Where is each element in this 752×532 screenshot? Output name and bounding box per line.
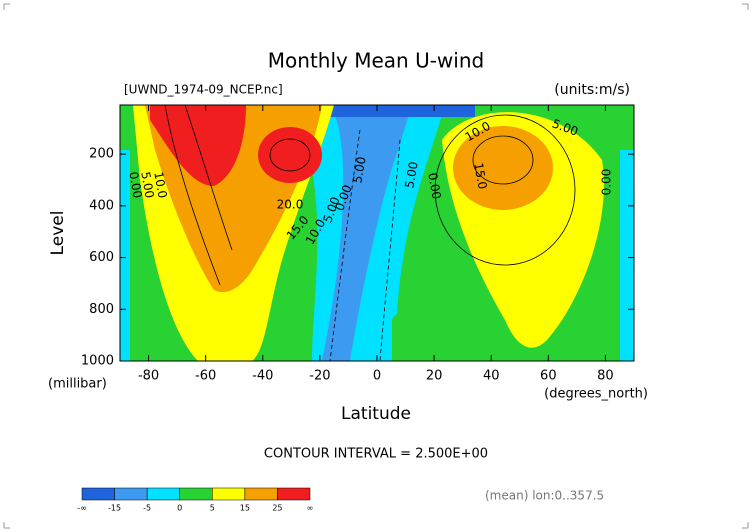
x-tick-label: 0 [373, 369, 381, 384]
colorbar-swatch [179, 487, 213, 501]
footnote: (mean) lon:0..357.5 [485, 489, 604, 503]
colorbar-label: 15 [240, 504, 250, 513]
contour-interval: CONTOUR INTERVAL = 2.500E+00 [264, 447, 488, 462]
x-tick-label: 60 [540, 369, 557, 384]
colorbar-label: -∞ [77, 504, 87, 513]
colorbar-label: 5 [210, 504, 215, 513]
x-tick-label: 40 [483, 369, 500, 384]
contour-label: 0.00 [425, 172, 443, 201]
chart-title: Monthly Mean U-wind [268, 49, 484, 73]
colorbar-swatch [277, 487, 311, 501]
contour-label: 10.0 [151, 171, 169, 200]
colorbar-label: -15 [108, 504, 121, 513]
y-tick-label: 800 [89, 302, 114, 317]
contour-label: 5.00 [350, 156, 368, 185]
colorbar-swatch [81, 487, 115, 501]
y-tick-label: 1000 [81, 354, 114, 369]
subtitle: [UWND_1974-09_NCEP.nc] [124, 83, 283, 97]
x-tick-label: -20 [309, 369, 330, 384]
x-tick-label: 80 [597, 369, 614, 384]
colorbar-label: -5 [143, 504, 151, 513]
contour-label: 5.00 [402, 161, 420, 190]
y-axis-label: Level [48, 211, 68, 256]
y-tick-label: 400 [89, 198, 114, 213]
x-tick-label: 20 [426, 369, 443, 384]
contour-label: 15.0 [471, 162, 489, 191]
contour-field [120, 105, 634, 361]
x-units: (degrees_north) [544, 387, 648, 402]
units: (units:m/s) [554, 82, 630, 98]
y-units: (millibar) [48, 377, 107, 392]
colorbar-swatch [146, 487, 180, 501]
contour-label: 0.00 [126, 171, 144, 200]
colorbar-swatch [212, 487, 246, 501]
colorbar-label: ∞ [307, 504, 314, 513]
x-tick-label: -40 [252, 369, 273, 384]
x-axis-label: Latitude [341, 404, 411, 424]
contour-label: 0.00 [600, 169, 614, 196]
colorbar-swatch [244, 487, 278, 501]
contour-label: 5.00 [138, 171, 156, 200]
colorbar-swatch [114, 487, 148, 501]
y-tick-label: 600 [89, 250, 114, 265]
y-tick-label: 200 [89, 147, 114, 162]
x-tick-label: -60 [195, 369, 216, 384]
colorbar-label: 0 [177, 504, 182, 513]
x-tick-label: -80 [138, 369, 159, 384]
colorbar-label: 25 [272, 504, 282, 513]
contour-label: 20.0 [277, 198, 304, 212]
